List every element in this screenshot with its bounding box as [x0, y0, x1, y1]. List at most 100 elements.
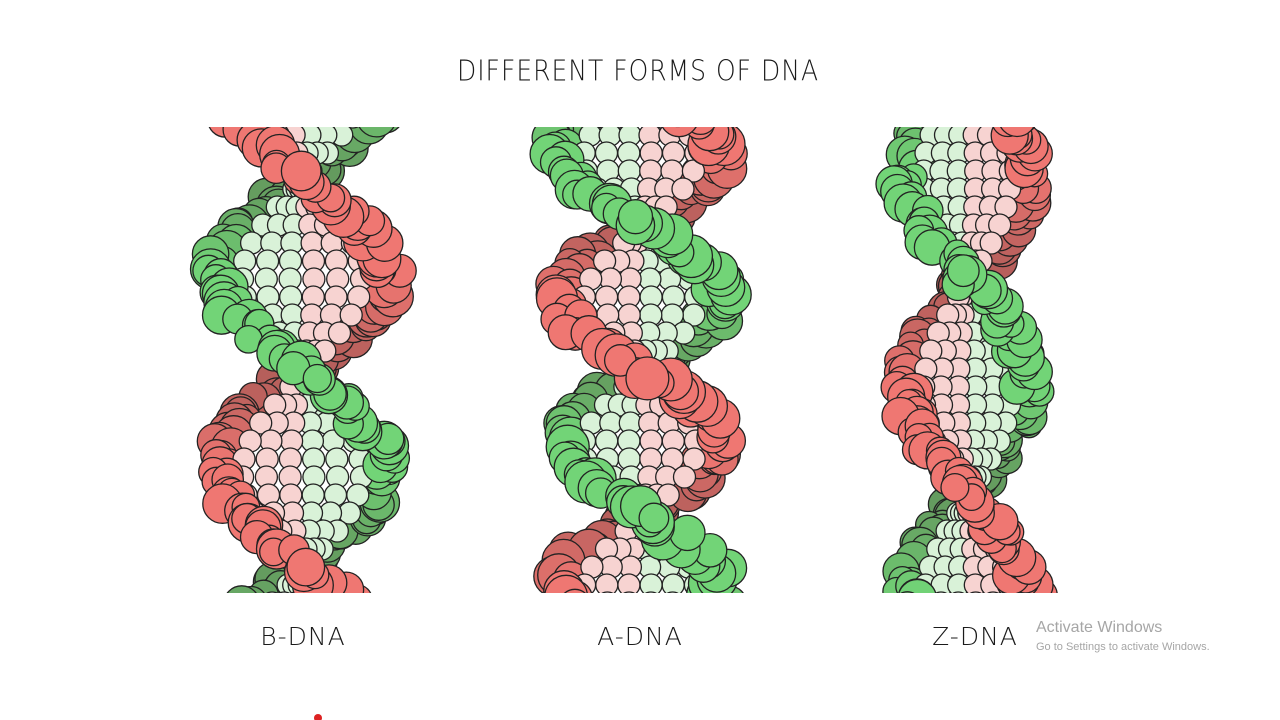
- atom: [688, 591, 701, 593]
- atom: [682, 447, 706, 471]
- atom: [359, 80, 393, 114]
- atom: [346, 127, 359, 129]
- atom: [544, 574, 588, 593]
- atom: [215, 83, 249, 117]
- atom: [915, 81, 947, 113]
- atom: [638, 502, 670, 534]
- activation-title: Activate Windows: [1036, 619, 1162, 636]
- atom: [978, 127, 990, 129]
- atom: [280, 150, 322, 192]
- atom: [249, 411, 273, 435]
- atom: [967, 88, 989, 110]
- atom: [989, 127, 1002, 129]
- atom: [644, 591, 657, 593]
- atom: [894, 605, 922, 633]
- atom: [671, 177, 695, 201]
- atom: [623, 591, 636, 593]
- atom: [280, 88, 302, 110]
- atom: [934, 80, 969, 115]
- atom: [955, 127, 968, 129]
- atom: [900, 591, 915, 593]
- atom: [1009, 588, 1032, 593]
- atom: [221, 608, 252, 639]
- atom: [672, 465, 697, 489]
- panel-label: Z-DNA: [932, 622, 1018, 651]
- atom: [209, 84, 249, 124]
- atom: [952, 88, 974, 110]
- atom: [1004, 591, 1017, 593]
- atom: [940, 472, 970, 503]
- atom: [619, 88, 641, 110]
- atom: [248, 579, 279, 593]
- panel-label: A-DNA: [597, 622, 683, 651]
- atom: [617, 199, 654, 235]
- atom: [902, 96, 931, 125]
- atom: [285, 127, 298, 129]
- b-dna-model: [189, 79, 417, 646]
- atom: [633, 88, 655, 110]
- atom: [705, 592, 714, 593]
- atom: [879, 602, 916, 639]
- atom: [585, 127, 601, 130]
- atom: [569, 608, 599, 638]
- atom: [563, 588, 586, 593]
- atom: [290, 591, 302, 593]
- atom: [935, 591, 947, 593]
- atom: [932, 127, 945, 129]
- atom: [303, 88, 325, 110]
- atom: [313, 591, 326, 593]
- atom: [372, 85, 404, 117]
- atom: [210, 94, 241, 125]
- atom: [979, 231, 1003, 255]
- atom: [937, 88, 959, 110]
- atom: [349, 88, 371, 110]
- atom: [359, 610, 395, 646]
- title: DIFFERENT FORMS OF DNA: [457, 55, 819, 88]
- atom: [234, 88, 256, 110]
- atom: [286, 547, 326, 587]
- atom: [625, 356, 670, 401]
- atom: [641, 127, 654, 129]
- cursor-dot: [314, 714, 322, 720]
- atom: [601, 591, 614, 593]
- atom: [302, 363, 332, 394]
- atom: [661, 127, 697, 138]
- atom: [975, 88, 997, 110]
- atom: [670, 127, 683, 129]
- atom: [582, 127, 606, 131]
- atom: [612, 88, 634, 110]
- atom: [326, 88, 348, 110]
- atom: [245, 127, 258, 129]
- atom: [325, 591, 338, 593]
- atom: [917, 591, 930, 593]
- atom: [1032, 592, 1043, 593]
- atom: [952, 591, 965, 593]
- atom: [968, 76, 1004, 112]
- atom: [640, 88, 662, 110]
- atom: [257, 88, 279, 110]
- atom: [987, 591, 999, 593]
- atom: [981, 87, 1011, 117]
- atom: [1009, 127, 1027, 130]
- atom: [883, 610, 917, 644]
- atom: [946, 254, 980, 288]
- atom: [339, 303, 363, 327]
- atom: [358, 127, 395, 138]
- atom: [278, 591, 291, 593]
- atom: [562, 598, 595, 631]
- atom: [926, 127, 942, 130]
- atom: [366, 607, 397, 638]
- atom: [666, 591, 679, 593]
- atom: [675, 127, 681, 128]
- atom: [646, 88, 668, 110]
- atom: [356, 84, 387, 115]
- atom: [669, 514, 706, 552]
- activation-subtitle: Go to Settings to activate Windows.: [1036, 641, 1210, 653]
- atom: [203, 79, 239, 115]
- atom: [976, 88, 1010, 122]
- atom: [900, 594, 927, 621]
- atom: [587, 86, 625, 124]
- atom: [672, 83, 708, 119]
